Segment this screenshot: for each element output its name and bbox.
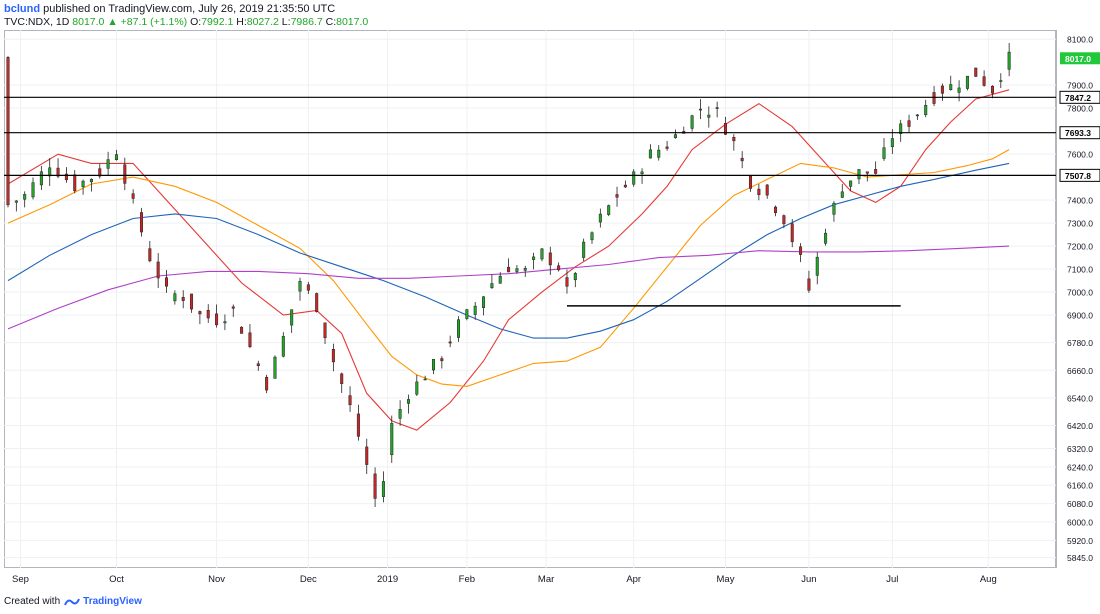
x-tick-label: Aug	[980, 574, 997, 585]
created-with-text: Created with	[4, 596, 61, 607]
footer: Created with TradingView	[4, 596, 142, 608]
last-price-value: 8017.0	[72, 16, 105, 28]
x-tick-label: Nov	[208, 574, 225, 585]
up-arrow-icon: ▲	[107, 16, 118, 28]
x-tick-label: Dec	[300, 574, 317, 585]
high-value: 8027.2	[246, 16, 279, 28]
open-label: O:	[190, 16, 202, 28]
x-tick-label: Jul	[886, 574, 898, 585]
published-text: published on TradingView.com, July 26, 2…	[43, 3, 336, 15]
high-label: H:	[236, 16, 247, 28]
publish-info: bclund published on TradingView.com, Jul…	[4, 2, 335, 16]
ticker-summary: TVC:NDX, 1D 8017.0 ▲ +87.1 (+1.1%) O:799…	[4, 15, 368, 29]
x-tick-label: Oct	[109, 574, 124, 585]
author-name[interactable]: bclund	[4, 3, 41, 15]
ticker-symbol: TVC:NDX, 1D	[4, 16, 70, 28]
close-value: 8017.0	[336, 16, 369, 28]
price-axis[interactable]	[1056, 30, 1100, 568]
x-tick-label: Mar	[538, 574, 554, 585]
close-label: C:	[325, 16, 337, 28]
price-change: +87.1 (+1.1%)	[120, 16, 188, 28]
open-value: 7992.1	[201, 16, 234, 28]
x-tick-label: May	[717, 574, 735, 585]
x-tick-label: Feb	[459, 574, 475, 585]
x-tick-label: Jun	[801, 574, 816, 585]
tradingview-brand[interactable]: TradingView	[83, 596, 142, 607]
low-value: 7986.7	[290, 16, 323, 28]
x-tick-label: Sep	[12, 574, 29, 585]
tradingview-logo-icon	[64, 598, 81, 606]
low-label: L:	[281, 16, 291, 28]
x-tick-label: 2019	[377, 574, 398, 585]
chart-pane[interactable]	[4, 30, 1056, 568]
x-tick-label: Apr	[626, 574, 641, 585]
